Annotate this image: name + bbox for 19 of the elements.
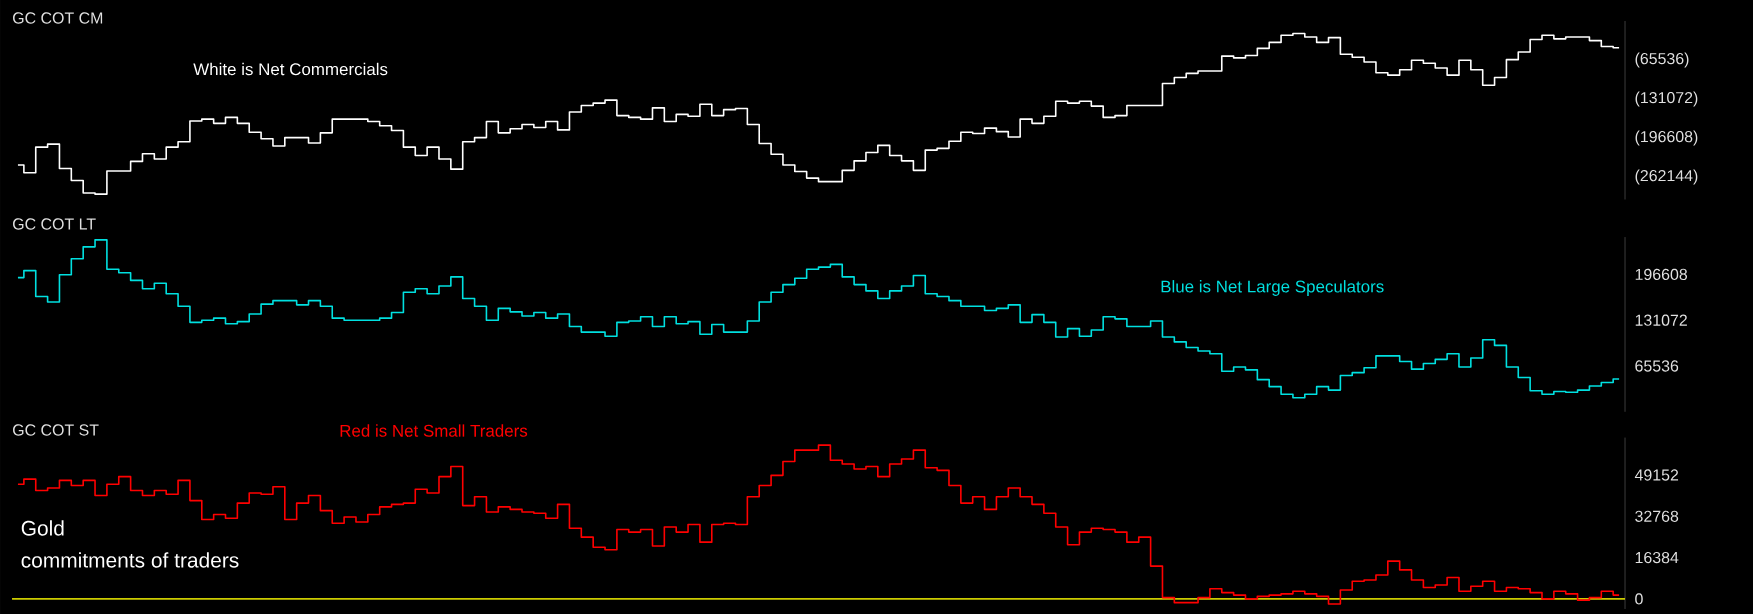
- text: Red is Net Small Traders: [340, 424, 528, 437]
- y-tick-label: 16384: [1635, 551, 1679, 564]
- y-tick-label: 32768: [1635, 510, 1679, 522]
- y-tick-label: (65536): [1635, 52, 1689, 68]
- annotation: Blue is Net Large Speculators: [1161, 280, 1384, 296]
- chart-title: GC COT CM: [13, 12, 103, 24]
- annotation: Gold: [21, 520, 64, 536]
- y-tick-label: 49152: [1634, 469, 1679, 481]
- y-tick-label: (262144): [1635, 169, 1698, 185]
- y-tick-label: (131072): [1635, 91, 1698, 107]
- annotation: commitments of traders: [21, 552, 239, 568]
- chart-title: GC COT ST: [13, 424, 99, 436]
- y-tick-label: 131072: [1635, 314, 1687, 326]
- annotation: White is Net Commercials: [193, 62, 388, 76]
- y-tick-label: 196608: [1635, 268, 1688, 281]
- y-tick-label: (196608): [1635, 130, 1698, 146]
- chart-title: GC COT LT: [13, 218, 96, 230]
- y-tick-label: 65536: [1635, 360, 1679, 372]
- y-tick-label: 0: [1635, 593, 1643, 605]
